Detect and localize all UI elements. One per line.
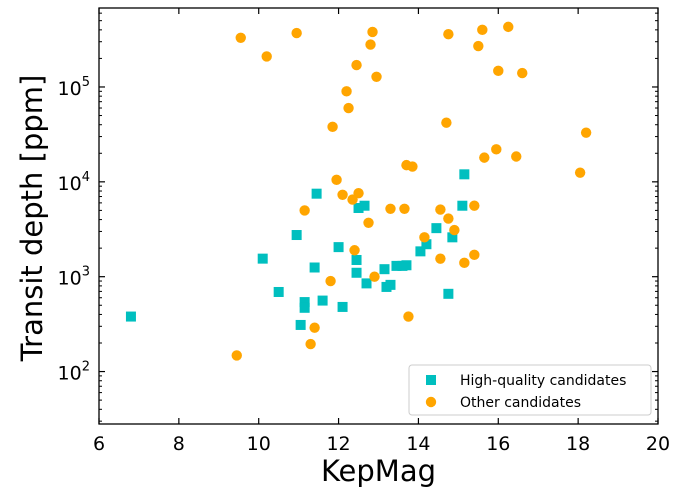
other-point — [403, 311, 414, 322]
y-axis-title: Transit depth [ppm] — [15, 75, 49, 363]
other-point — [353, 187, 364, 199]
other-point — [477, 24, 488, 36]
high-quality-point — [337, 301, 348, 312]
legend-label: Other candidates — [460, 395, 581, 411]
other-point — [479, 152, 490, 163]
high-quality-point — [299, 297, 310, 308]
other-point — [441, 117, 452, 128]
other-point — [299, 205, 310, 216]
x-tick-label: 14 — [406, 433, 430, 455]
other-point — [305, 338, 316, 350]
other-point — [459, 257, 470, 269]
high-quality-point — [295, 319, 306, 330]
other-point — [469, 249, 480, 261]
other-point — [443, 213, 454, 224]
high-quality-point — [351, 267, 362, 278]
x-tick-label: 6 — [93, 433, 105, 455]
x-tick-label: 10 — [247, 433, 271, 455]
legend-square-marker — [426, 375, 436, 385]
other-point — [337, 189, 348, 200]
other-point — [291, 27, 302, 39]
y-tick-label: 104 — [58, 170, 90, 195]
x-tick-label: 18 — [566, 433, 590, 455]
other-point — [574, 167, 586, 178]
other-point — [473, 40, 484, 52]
other-point — [343, 102, 354, 114]
x-tick-label: 16 — [486, 433, 510, 455]
high-quality-point — [311, 188, 322, 199]
other-point — [363, 217, 374, 228]
x-tick-label: 12 — [326, 433, 350, 455]
high-quality-point — [415, 246, 426, 257]
x-tick-label: 20 — [646, 433, 670, 455]
legend-circle-marker — [425, 396, 437, 408]
legend: High-quality candidates Other candidates — [408, 364, 652, 416]
high-quality-point — [299, 302, 310, 313]
y-axis-ticks: 102 103 104 105 — [58, 12, 658, 422]
other-point — [309, 322, 320, 333]
plot-marks — [125, 21, 592, 361]
other-point — [580, 127, 592, 138]
high-quality-point — [257, 253, 268, 264]
other-point — [399, 203, 410, 214]
other-point — [503, 21, 514, 33]
other-point — [435, 253, 446, 264]
other-point — [331, 174, 342, 186]
high-quality-point — [317, 295, 328, 306]
other-point — [435, 204, 446, 215]
high-quality-point — [351, 254, 362, 265]
high-quality-point — [401, 260, 412, 271]
high-quality-point — [309, 262, 320, 273]
other-point — [517, 67, 528, 79]
high-quality-point — [361, 278, 372, 289]
high-quality-point — [379, 264, 390, 275]
high-quality-point — [291, 230, 302, 241]
other-point — [385, 203, 396, 214]
other-point — [341, 86, 352, 97]
y-tick-label: 103 — [58, 265, 90, 290]
other-point — [493, 65, 504, 77]
y-tick-label: 102 — [58, 360, 90, 385]
high-quality-point — [457, 200, 468, 211]
other-point — [327, 121, 338, 133]
high-quality-point — [125, 311, 136, 322]
other-point — [449, 224, 460, 236]
y-tick-label: 105 — [58, 75, 90, 100]
high-quality-point — [447, 232, 458, 243]
other-point — [367, 26, 378, 38]
other-point — [235, 32, 246, 43]
other-point — [371, 71, 382, 83]
high-quality-point — [273, 286, 284, 297]
other-point — [351, 59, 362, 71]
high-quality-point — [431, 223, 442, 234]
high-quality-point — [353, 202, 364, 213]
high-quality-point — [385, 279, 396, 290]
other-point — [261, 51, 272, 62]
legend-box — [408, 364, 652, 416]
x-tick-label: 8 — [173, 433, 185, 455]
high-quality-point — [421, 239, 432, 250]
x-axis-ticks: 6 8 10 12 14 16 18 20 — [93, 8, 670, 455]
high-quality-point — [459, 169, 470, 180]
other-point — [325, 275, 336, 287]
other-point — [369, 271, 380, 282]
high-quality-point — [359, 200, 370, 211]
other-point — [365, 39, 376, 50]
other-point — [231, 350, 242, 361]
other-point — [469, 200, 480, 211]
plot-frame — [98, 7, 659, 425]
other-point — [443, 29, 454, 40]
high-quality-point — [333, 242, 344, 253]
other-point — [407, 161, 418, 172]
other-point — [491, 144, 502, 155]
other-point — [349, 245, 360, 256]
other-point — [511, 151, 522, 162]
legend-label: High-quality candidates — [460, 373, 626, 389]
x-axis-title: KepMag — [321, 454, 436, 488]
high-quality-point — [391, 260, 402, 271]
other-point — [419, 232, 430, 243]
high-quality-point — [443, 288, 454, 299]
